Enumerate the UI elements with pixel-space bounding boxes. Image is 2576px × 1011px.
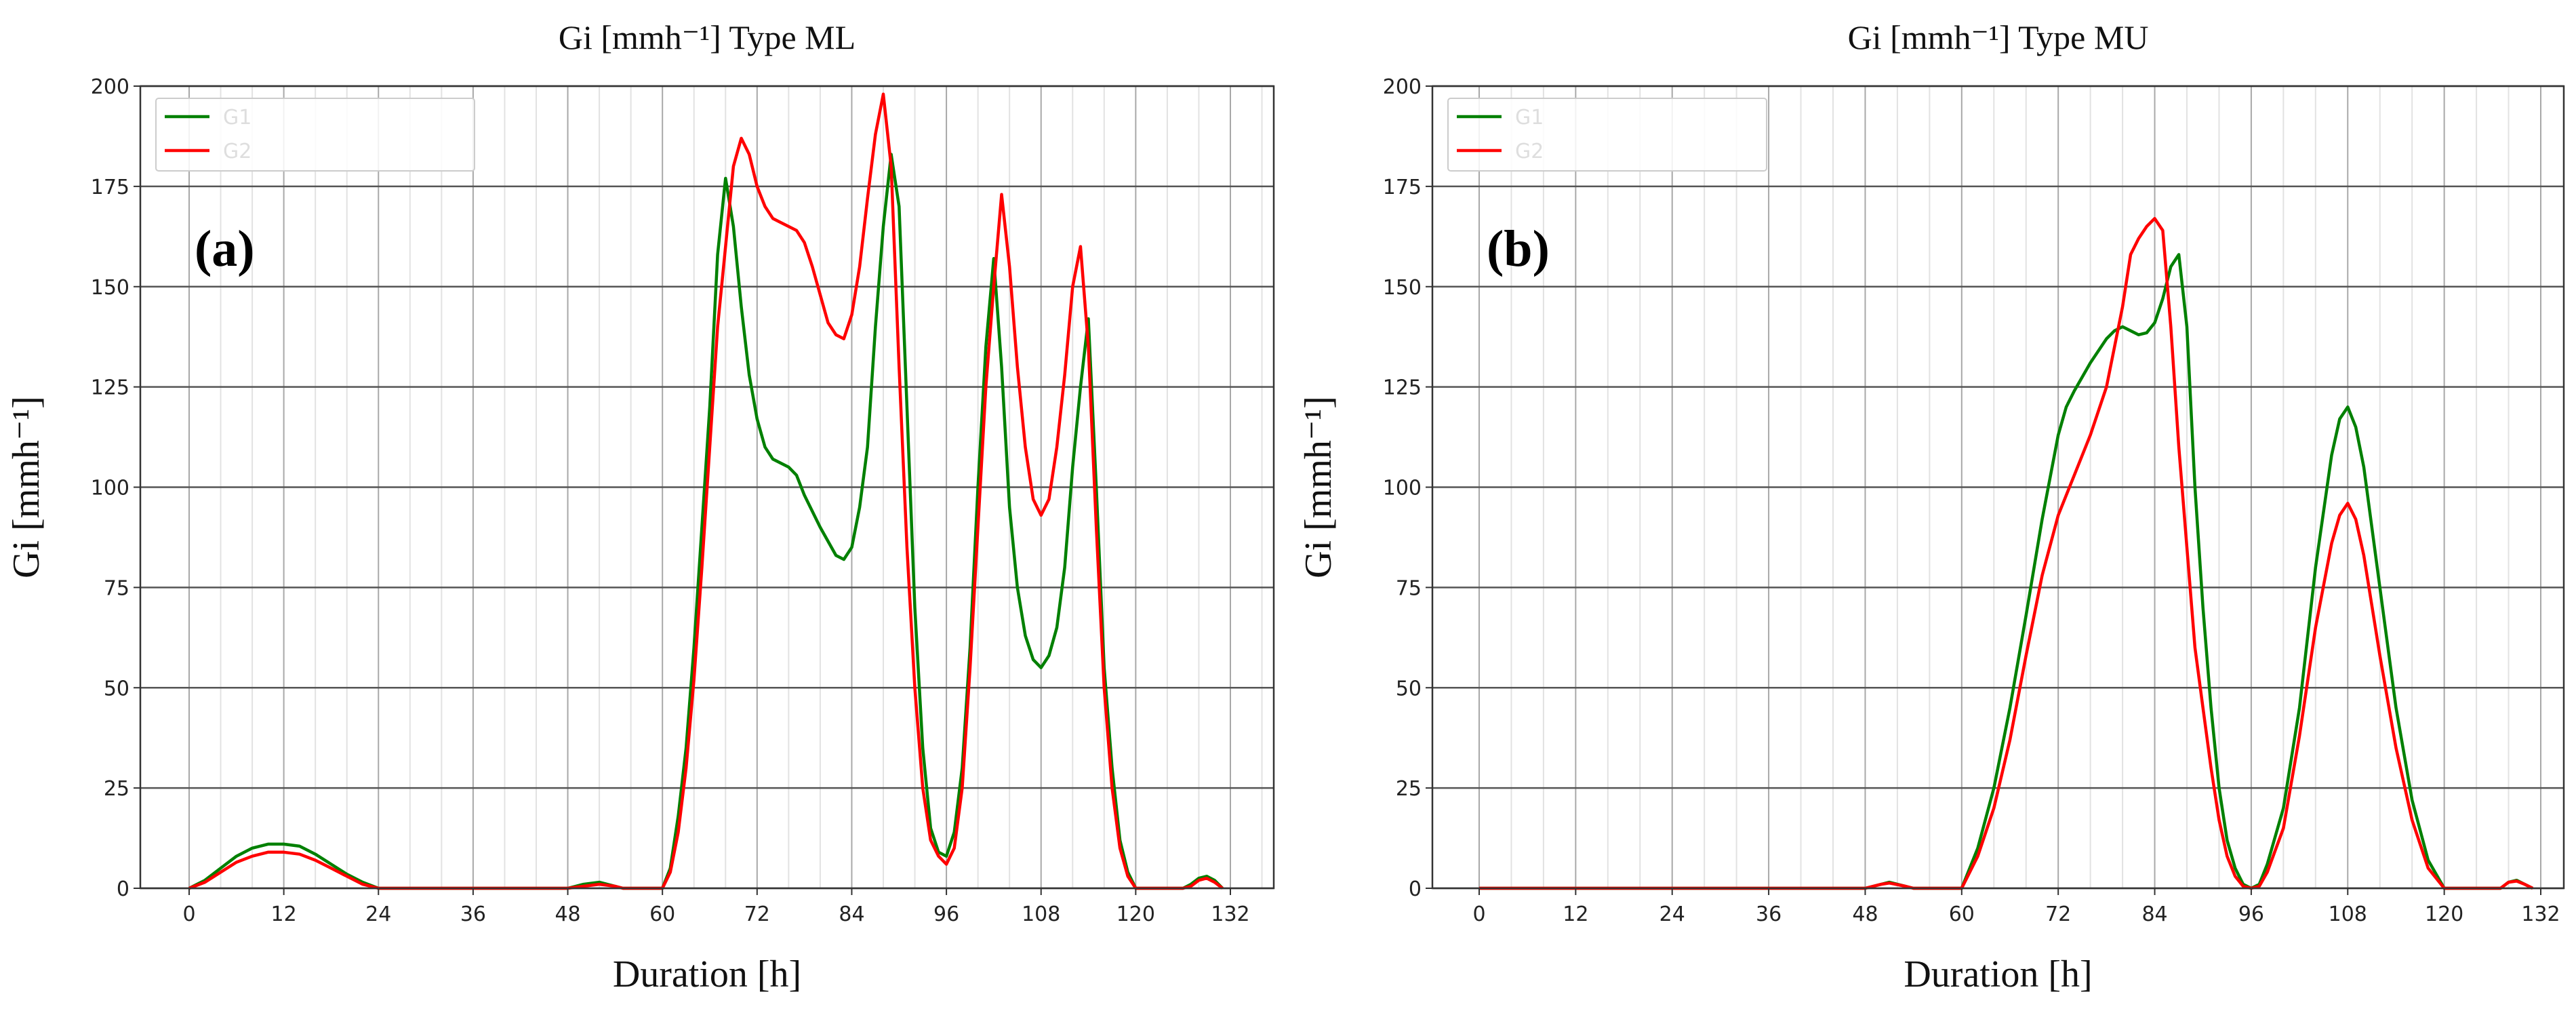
legend-box [155, 98, 475, 172]
y-tick-label: 0 [117, 877, 129, 901]
x-tick-label: 0 [1472, 903, 1485, 926]
x-tick-label: 84 [839, 903, 864, 926]
x-tick-label: 0 [182, 903, 195, 926]
chart-title: Gi [mmh⁻¹] Type ML [559, 18, 856, 56]
chart-panel-b: Gi [mmh⁻¹] Type MU Duration [h] Gi [mmh⁻… [1297, 18, 2565, 995]
y-tick-label: 150 [1383, 276, 1422, 300]
y-tick-label: 50 [104, 677, 129, 700]
y-tick-label: 25 [104, 777, 129, 801]
x-tick-label: 60 [649, 903, 675, 926]
y-tick-label: 75 [1396, 576, 1422, 600]
x-tick-label: 12 [271, 903, 297, 926]
y-tick-label: 75 [104, 576, 129, 600]
x-tick-label: 84 [2141, 903, 2167, 926]
y-tick-label: 100 [91, 477, 129, 500]
series-line-g1 [1479, 253, 2534, 890]
x-tick-label: 96 [933, 903, 959, 926]
plot-frame [1431, 85, 2565, 890]
legend-box [1447, 98, 1767, 172]
x-tick-label: 48 [555, 903, 580, 926]
y-axis-label: Gi [mmh⁻¹] [1297, 396, 1340, 578]
series-line-g2 [188, 92, 1224, 890]
x-tick-label: 24 [1659, 903, 1685, 926]
x-tick-label: 132 [2521, 903, 2560, 926]
chart-title: Gi [mmh⁻¹] Type MU [1848, 18, 2149, 56]
y-tick-label: 25 [1396, 777, 1422, 801]
y-tick-label: 125 [91, 376, 129, 400]
x-tick-label: 72 [744, 903, 770, 926]
panel-label: (a) [195, 220, 255, 277]
chart-panel-a: Gi [mmh⁻¹] Type ML Duration [h] Gi [mmh⁻… [5, 18, 1275, 995]
x-tick-label: 132 [1211, 903, 1249, 926]
x-tick-label: 96 [2238, 903, 2264, 926]
y-tick-label: 0 [1409, 877, 1422, 901]
x-tick-label: 72 [2045, 903, 2071, 926]
series-line-g2 [1479, 216, 2534, 890]
x-tick-label: 108 [1022, 903, 1060, 926]
x-tick-label: 12 [1563, 903, 1588, 926]
y-tick-label: 200 [91, 75, 129, 99]
x-tick-label: 24 [365, 903, 391, 926]
y-tick-label: 100 [1383, 477, 1422, 500]
y-tick-label: 175 [91, 176, 129, 199]
y-tick-label: 150 [91, 276, 129, 300]
y-tick-label: 50 [1396, 677, 1422, 700]
panel-label: (b) [1487, 220, 1550, 277]
x-tick-label: 60 [1949, 903, 1975, 926]
y-tick-label: 200 [1383, 75, 1422, 99]
x-tick-label: 120 [1116, 903, 1155, 926]
y-tick-label: 175 [1383, 176, 1422, 199]
x-tick-label: 108 [2329, 903, 2367, 926]
plot-frame [139, 85, 1275, 890]
y-axis-label: Gi [mmh⁻¹] [5, 396, 47, 578]
y-tick-label: 125 [1383, 376, 1422, 400]
x-tick-label: 48 [1852, 903, 1878, 926]
x-tick-label: 36 [460, 903, 486, 926]
x-axis-label: Duration [h] [1904, 953, 2092, 995]
x-tick-label: 36 [1756, 903, 1782, 926]
x-axis-label: Duration [h] [613, 953, 801, 995]
x-tick-label: 120 [2425, 903, 2463, 926]
